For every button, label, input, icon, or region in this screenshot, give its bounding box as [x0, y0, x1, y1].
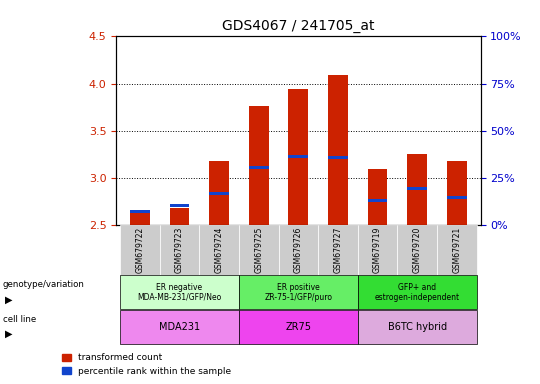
Bar	[170, 204, 190, 207]
Text: GSM679720: GSM679720	[413, 227, 422, 273]
Bar	[407, 154, 427, 225]
Text: GSM679724: GSM679724	[214, 227, 224, 273]
Text: GSM679723: GSM679723	[175, 227, 184, 273]
Bar	[249, 166, 268, 169]
Text: B6TC hybrid: B6TC hybrid	[388, 322, 447, 332]
Text: GSM679726: GSM679726	[294, 227, 303, 273]
Bar	[130, 210, 150, 213]
Legend: transformed count, percentile rank within the sample: transformed count, percentile rank withi…	[58, 350, 235, 379]
Bar	[368, 169, 388, 225]
Bar	[447, 196, 467, 199]
Bar	[407, 187, 427, 190]
Bar	[288, 156, 308, 159]
Text: ZR75: ZR75	[285, 322, 312, 332]
Bar	[328, 75, 348, 225]
Bar	[209, 161, 229, 225]
Bar	[249, 106, 268, 225]
Bar	[209, 192, 229, 195]
Bar	[130, 214, 150, 225]
Bar	[368, 199, 388, 202]
Text: MDA231: MDA231	[159, 322, 200, 332]
Text: GSM679727: GSM679727	[334, 227, 342, 273]
Text: ▶: ▶	[5, 329, 13, 339]
Bar	[328, 156, 348, 159]
Bar	[288, 89, 308, 225]
Text: GSM679721: GSM679721	[453, 227, 461, 273]
Text: ▶: ▶	[5, 295, 13, 305]
Text: cell line: cell line	[3, 315, 36, 324]
Text: GSM679722: GSM679722	[136, 227, 144, 273]
Bar	[170, 208, 190, 225]
Text: GSM679719: GSM679719	[373, 227, 382, 273]
Text: GSM679725: GSM679725	[254, 227, 263, 273]
Text: ER positive
ZR-75-1/GFP/puro: ER positive ZR-75-1/GFP/puro	[265, 283, 332, 302]
Text: GFP+ and
estrogen-independent: GFP+ and estrogen-independent	[375, 283, 460, 302]
Text: ER negative
MDA-MB-231/GFP/Neo: ER negative MDA-MB-231/GFP/Neo	[137, 283, 221, 302]
Bar	[447, 161, 467, 225]
Text: genotype/variation: genotype/variation	[3, 280, 85, 289]
Title: GDS4067 / 241705_at: GDS4067 / 241705_at	[222, 19, 375, 33]
